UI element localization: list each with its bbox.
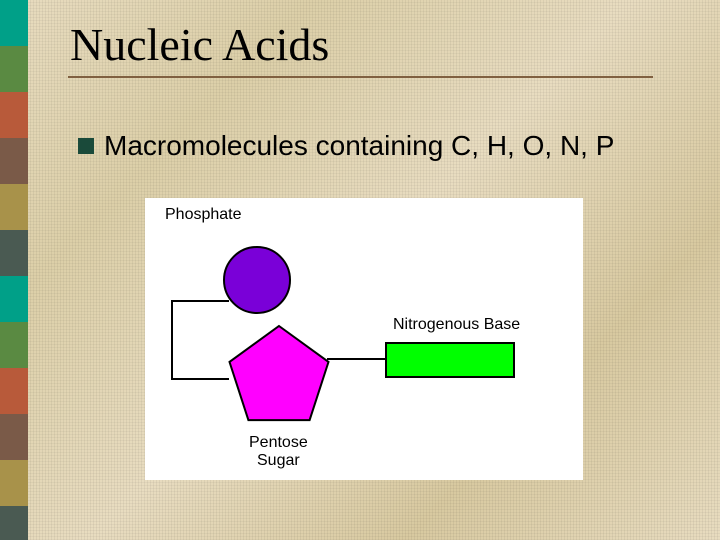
nucleotide-diagram: Phosphate Nitrogenous Base Pentose Sugar [145, 198, 583, 480]
nitrogenous-base-label: Nitrogenous Base [393, 316, 520, 334]
bullet-item: Macromolecules containing C, H, O, N, P [78, 130, 614, 162]
connector-line [171, 300, 173, 380]
pentose-sugar-label: Pentose Sugar [249, 434, 308, 470]
bullet-square-icon [78, 138, 94, 154]
phosphate-circle-icon [223, 246, 291, 314]
pentose-pentagon-icon [225, 324, 333, 432]
title-underline [68, 76, 653, 78]
nitrogenous-base-rectangle-icon [385, 342, 515, 378]
connector-line [171, 378, 229, 380]
left-decorative-stripe [0, 0, 28, 540]
phosphate-label: Phosphate [165, 206, 242, 224]
connector-line [327, 358, 385, 360]
slide-title: Nucleic Acids [70, 18, 329, 71]
connector-line [171, 300, 229, 302]
bullet-text: Macromolecules containing C, H, O, N, P [104, 130, 614, 162]
